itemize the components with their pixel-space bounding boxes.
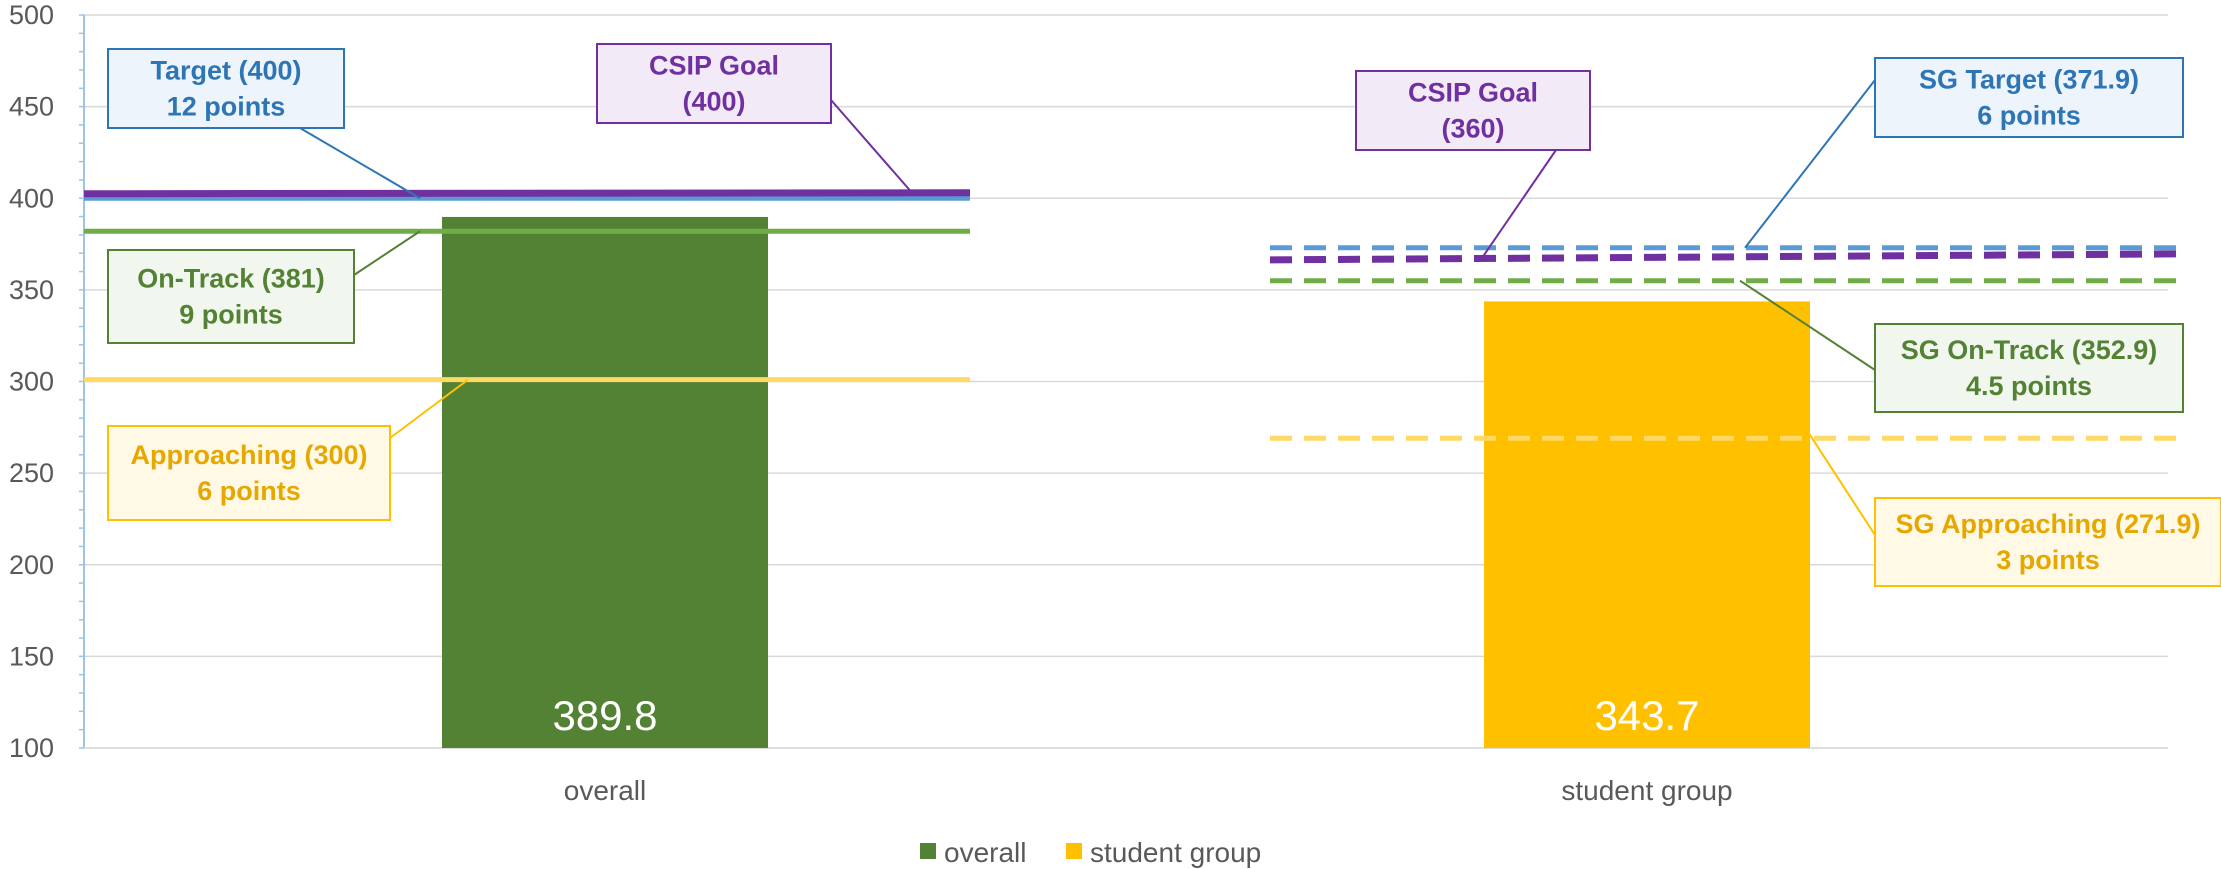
x-category-label: overall: [564, 775, 646, 806]
annotation-text: 9 points: [179, 300, 283, 330]
annotation-text: 12 points: [167, 92, 286, 122]
y-tick-label: 450: [9, 92, 54, 122]
legend-swatch-overall: [920, 843, 936, 859]
labels: 100 150 200 250 300 350 400 450 500 389.8 343.7 ove…: [9, 0, 1733, 806]
bar-overall: [442, 216, 768, 748]
annotation-box: [1874, 497, 2221, 587]
annotation-text: SG Approaching (271.9): [1895, 509, 2200, 539]
y-tick-label: 200: [9, 550, 54, 580]
annotation-text: CSIP Goal: [1408, 78, 1538, 108]
annotation-text: Target (400): [150, 56, 301, 86]
legend-swatch-student-group: [1066, 843, 1082, 859]
annotation-text: 4.5 points: [1966, 371, 2092, 401]
annotation-box: [107, 425, 391, 521]
bar-value-label: 343.7: [1594, 692, 1699, 739]
annotation-leader-line: [1744, 79, 1876, 249]
annotation-leader-line: [830, 99, 913, 194]
reference-line: [83, 189, 971, 198]
y-tick-label: 300: [9, 367, 54, 397]
annotation-text: 3 points: [1996, 545, 2100, 575]
annotation-box: [107, 48, 345, 129]
annotation-box: [1355, 70, 1591, 151]
annotation-text: (400): [682, 87, 745, 117]
annotation-text: CSIP Goal: [649, 51, 779, 81]
y-tick-label: 100: [9, 733, 54, 763]
y-tick-label: 150: [9, 641, 54, 671]
reference-lines: [83, 189, 2184, 441]
annotation-leader-line: [1479, 149, 1557, 262]
annotation-box: [596, 43, 832, 124]
annotation-text: 6 points: [197, 476, 301, 506]
bars: [442, 216, 1810, 748]
annotation-leader-line: [353, 230, 421, 276]
annotation-box: [1874, 57, 2184, 138]
y-tick-label: 400: [9, 183, 54, 213]
annotation-leader-line: [1804, 426, 1876, 536]
annotation-text: SG On-Track (352.9): [1901, 335, 2158, 365]
annotations: Target (400) 12 points CSIP Goal (400) On-Tr…: [107, 43, 2221, 587]
legend: overall student group: [920, 837, 1261, 868]
annotation-leaders: [299, 79, 1876, 536]
bar-student-group: [1484, 301, 1810, 748]
y-tick-label: 250: [9, 458, 54, 488]
annotation-text: On-Track (381): [137, 264, 325, 294]
x-category-label: student group: [1561, 775, 1732, 806]
annotation-leader-line: [299, 127, 421, 200]
annotation-text: 6 points: [1977, 101, 2081, 131]
annotation-leader-line: [389, 378, 469, 439]
annotation-box: [1874, 323, 2184, 413]
annotation-text: Approaching (300): [130, 440, 367, 470]
annotation-leader-line: [1739, 279, 1876, 371]
legend-label: student group: [1090, 837, 1261, 868]
annotation-text: (360): [1441, 114, 1504, 144]
legend-label: overall: [944, 837, 1026, 868]
bar-value-label: 389.8: [552, 692, 657, 739]
y-tick-label: 350: [9, 275, 54, 305]
y-tick-label: 500: [9, 0, 54, 30]
annotation-text: SG Target (371.9): [1919, 65, 2139, 95]
annotation-box: [107, 249, 355, 344]
reference-line: [1269, 250, 2184, 264]
